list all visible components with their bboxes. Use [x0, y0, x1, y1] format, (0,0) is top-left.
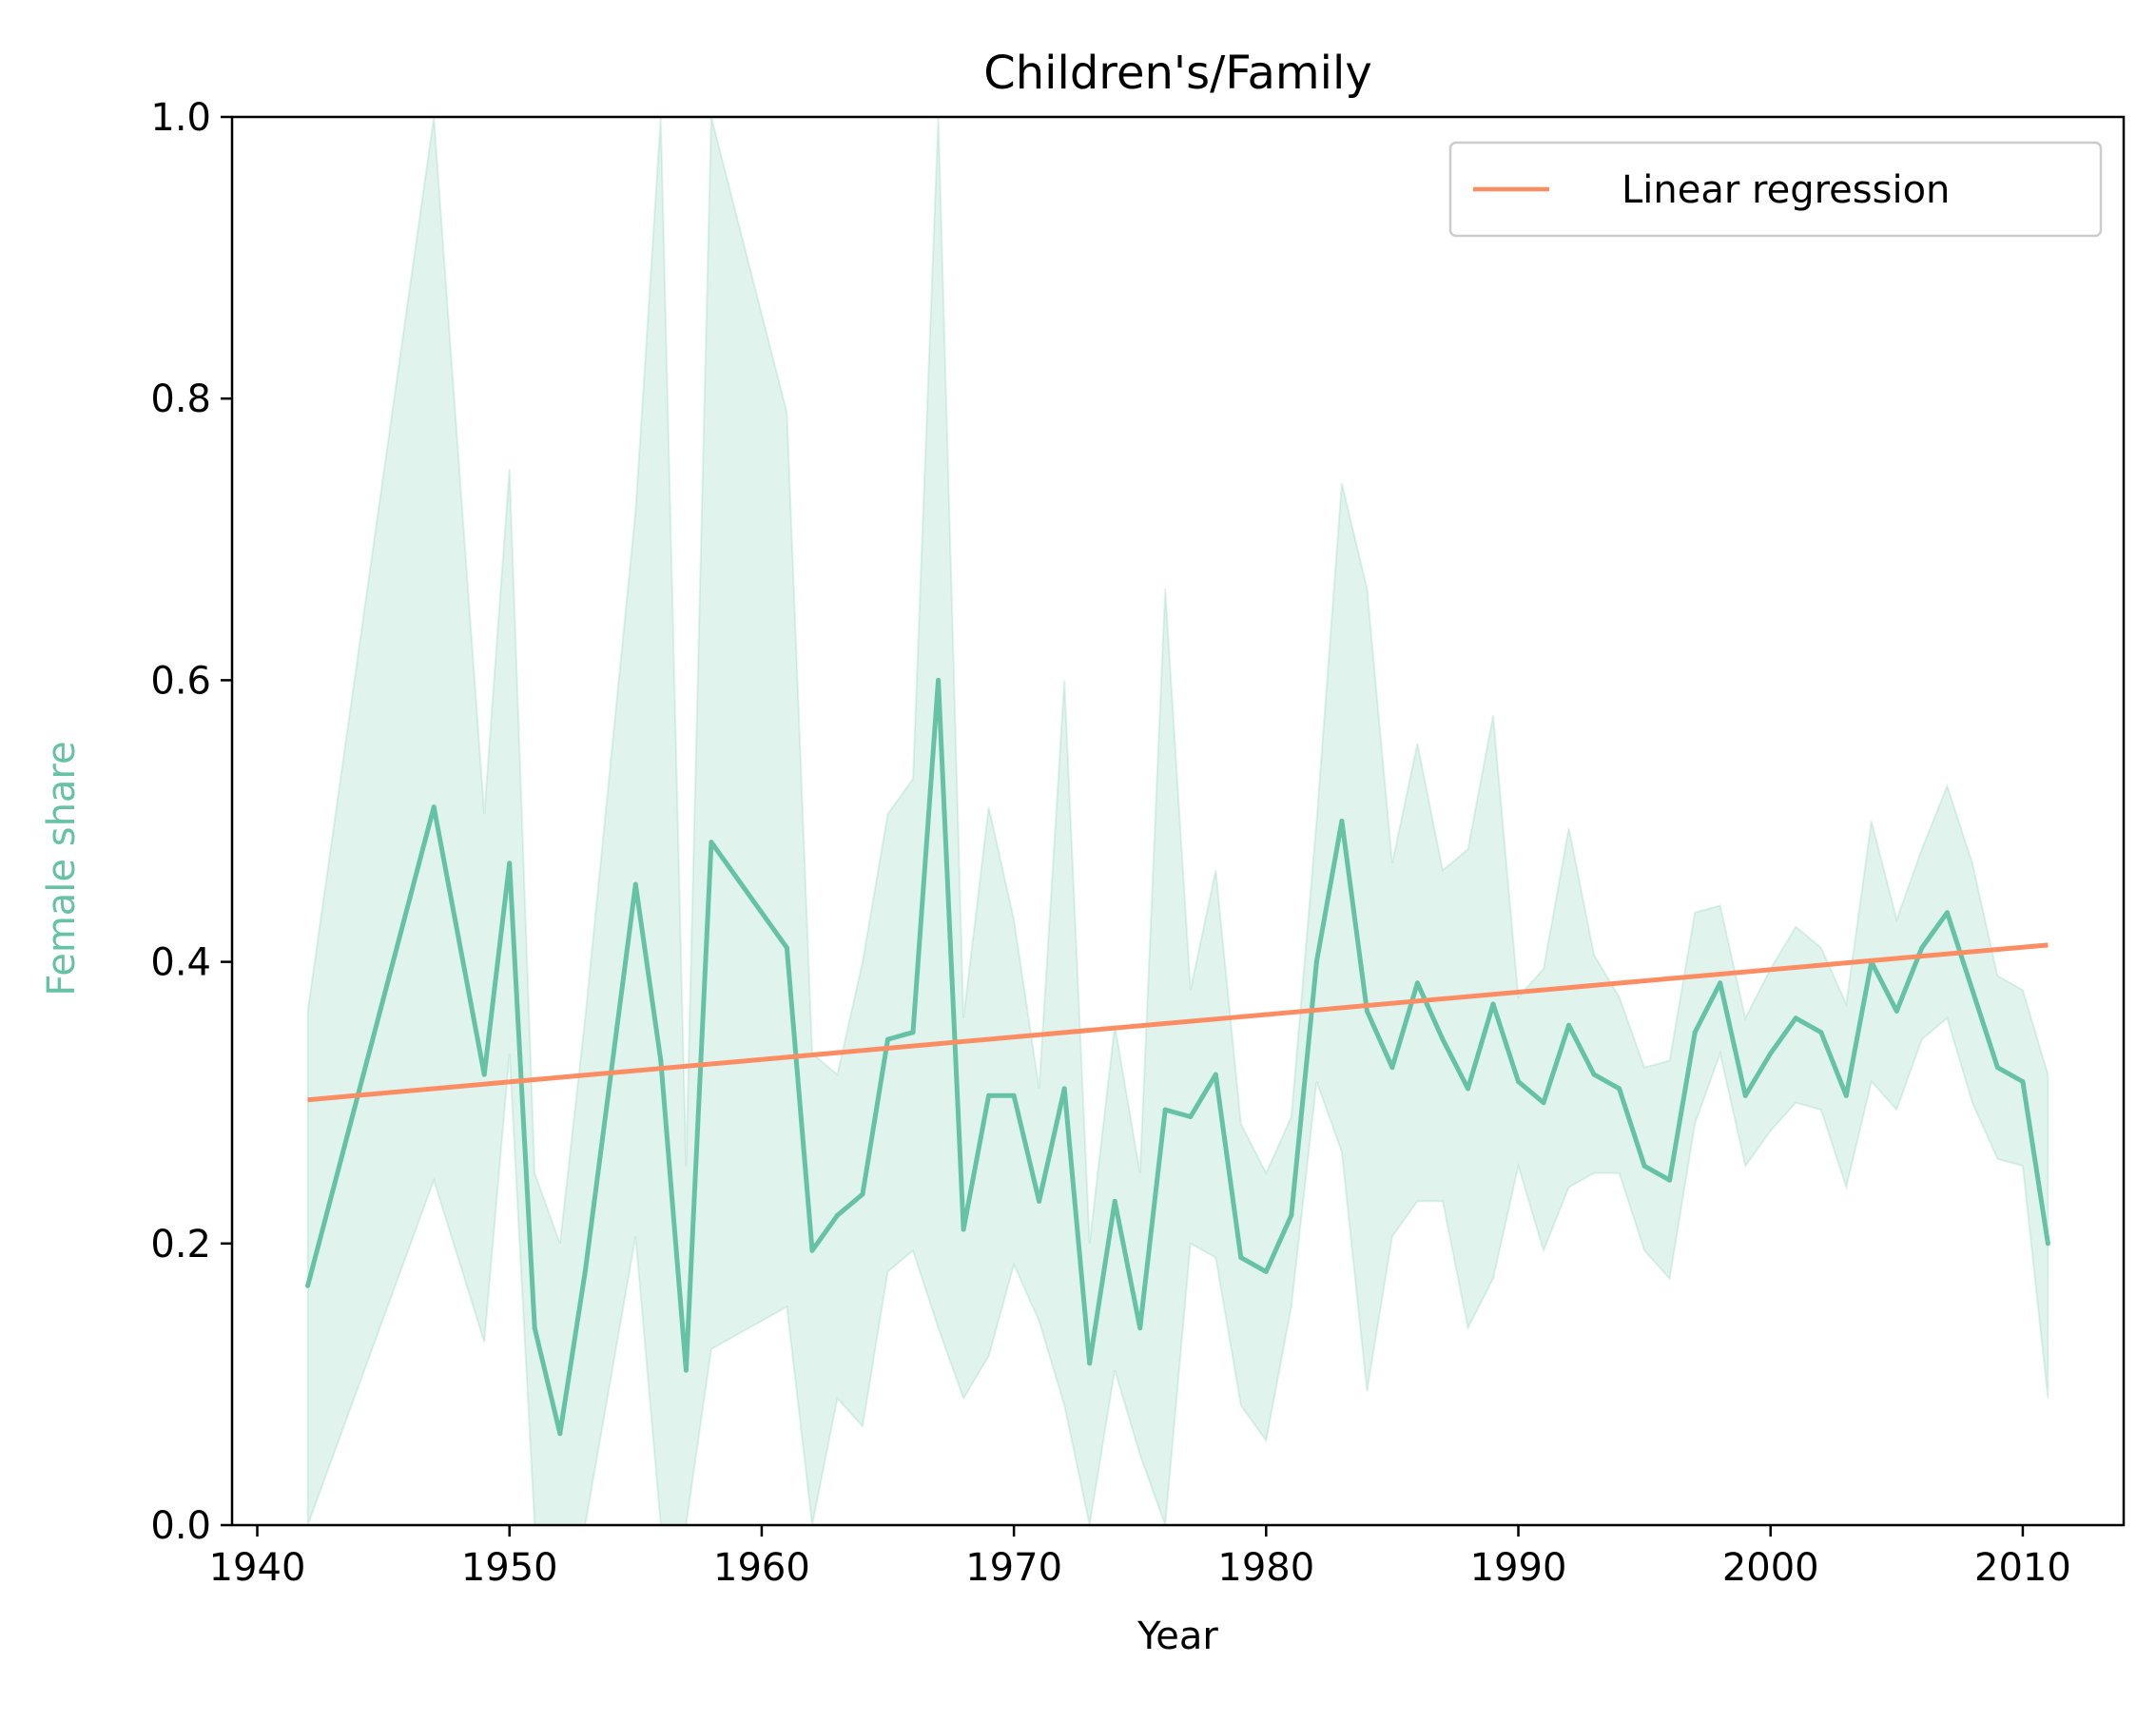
data-point-1994	[1617, 1086, 1622, 1092]
data-point-1967	[936, 677, 942, 683]
data-point-2008	[1970, 987, 1975, 993]
data-point-1997	[1692, 1030, 1698, 1035]
data-point-1975	[1137, 1325, 1143, 1331]
data-point-1989	[1490, 1001, 1496, 1007]
data-point-1958	[709, 840, 714, 845]
x-tick-label: 2010	[1974, 1546, 2071, 1590]
data-point-1977	[1188, 1114, 1194, 1119]
data-point-2007	[1944, 910, 1950, 916]
data-point-1981	[1289, 1212, 1294, 1218]
data-point-2003	[1843, 1093, 1849, 1098]
data-point-1964	[860, 1191, 865, 1197]
data-point-1966	[910, 1030, 916, 1035]
x-tick-label: 1980	[1217, 1546, 1314, 1590]
data-point-1971	[1037, 1198, 1042, 1204]
data-point-1962	[809, 1247, 815, 1253]
data-point-1961	[784, 945, 789, 951]
data-point-1957	[683, 1367, 689, 1373]
x-tick-label: 2000	[1722, 1546, 1819, 1590]
data-point-1969	[986, 1093, 992, 1098]
y-tick-label: 0.8	[150, 377, 211, 421]
data-point-1949	[481, 1072, 487, 1077]
data-point-1942	[305, 1283, 311, 1288]
y-axis-ticks: 0.0 0.2 0.4 0.6 0.8 1.0	[150, 96, 232, 1548]
data-point-1987	[1440, 1036, 1446, 1042]
data-point-2010	[2020, 1079, 2026, 1084]
data-point-2002	[1818, 1030, 1824, 1035]
data-point-1950	[507, 860, 513, 866]
legend: Linear regression	[1448, 141, 2103, 238]
confidence-band	[306, 116, 2049, 1526]
data-point-1986	[1414, 980, 1420, 986]
y-tick-label: 0.0	[150, 1504, 211, 1548]
x-axis-label: Year	[1136, 1615, 1218, 1658]
x-tick-label: 1960	[713, 1546, 810, 1590]
x-tick-label: 1990	[1470, 1546, 1567, 1590]
legend-box	[1448, 141, 2103, 238]
data-point-1984	[1364, 1008, 1369, 1014]
data-point-1955	[632, 881, 638, 887]
x-tick-label: 1970	[965, 1546, 1062, 1590]
data-point-1978	[1213, 1072, 1218, 1077]
data-point-1953	[582, 1268, 588, 1274]
data-point-1968	[961, 1227, 966, 1232]
x-tick-label: 1950	[461, 1546, 558, 1590]
data-point-1979	[1238, 1255, 1244, 1261]
y-tick-label: 0.6	[150, 659, 211, 703]
data-point-2005	[1894, 1008, 1899, 1014]
data-point-1947	[431, 804, 437, 810]
legend-label-linear-regression: Linear regression	[1622, 168, 1950, 212]
y-tick-label: 0.2	[150, 1223, 211, 1267]
y-tick-label: 0.4	[150, 941, 211, 985]
data-point-1973	[1087, 1361, 1093, 1366]
data-point-1985	[1389, 1065, 1395, 1071]
female-share-line	[305, 677, 2050, 1437]
chart-title: Children's/Family	[983, 47, 1372, 100]
regression-line-layer	[307, 942, 2049, 1103]
data-point-1991	[1541, 1100, 1546, 1106]
data-point-2001	[1793, 1015, 1798, 1021]
data-point-1963	[835, 1212, 840, 1218]
data-point-1976	[1162, 1107, 1168, 1112]
regression-line	[307, 942, 2049, 1103]
data-point-1995	[1641, 1163, 1647, 1169]
data-point-1951	[532, 1325, 537, 1331]
data-point-2009	[1994, 1065, 2000, 1071]
data-point-1972	[1061, 1086, 1067, 1092]
data-point-1983	[1339, 819, 1345, 823]
data-point-1965	[885, 1036, 890, 1042]
data-point-2000	[1768, 1051, 1774, 1056]
y-tick-label: 1.0	[150, 96, 211, 140]
data-point-1998	[1718, 980, 1723, 986]
data-point-1988	[1466, 1086, 1470, 1092]
data-point-2006	[1919, 945, 1925, 951]
data-point-1999	[1742, 1093, 1748, 1098]
data-point-2011	[2045, 1241, 2050, 1247]
series-line-layer	[305, 677, 2050, 1437]
y-axis-label: Female share	[40, 741, 84, 996]
data-point-1990	[1516, 1079, 1521, 1084]
x-axis-ticks: 1940 1950 1960 1970 1980 1990 2000 2010	[209, 1525, 2071, 1590]
data-point-1970	[1011, 1093, 1017, 1098]
data-point-1993	[1591, 1072, 1597, 1077]
confidence-band-layer	[306, 116, 2049, 1526]
data-point-1952	[557, 1431, 563, 1437]
data-point-1956	[658, 1057, 664, 1063]
x-tick-label: 1940	[209, 1546, 306, 1590]
data-point-1974	[1112, 1198, 1117, 1204]
data-point-1982	[1313, 959, 1319, 965]
data-point-1992	[1566, 1022, 1572, 1028]
plot-frame	[230, 115, 2126, 1527]
data-point-1996	[1667, 1177, 1673, 1183]
data-point-1980	[1263, 1268, 1269, 1274]
